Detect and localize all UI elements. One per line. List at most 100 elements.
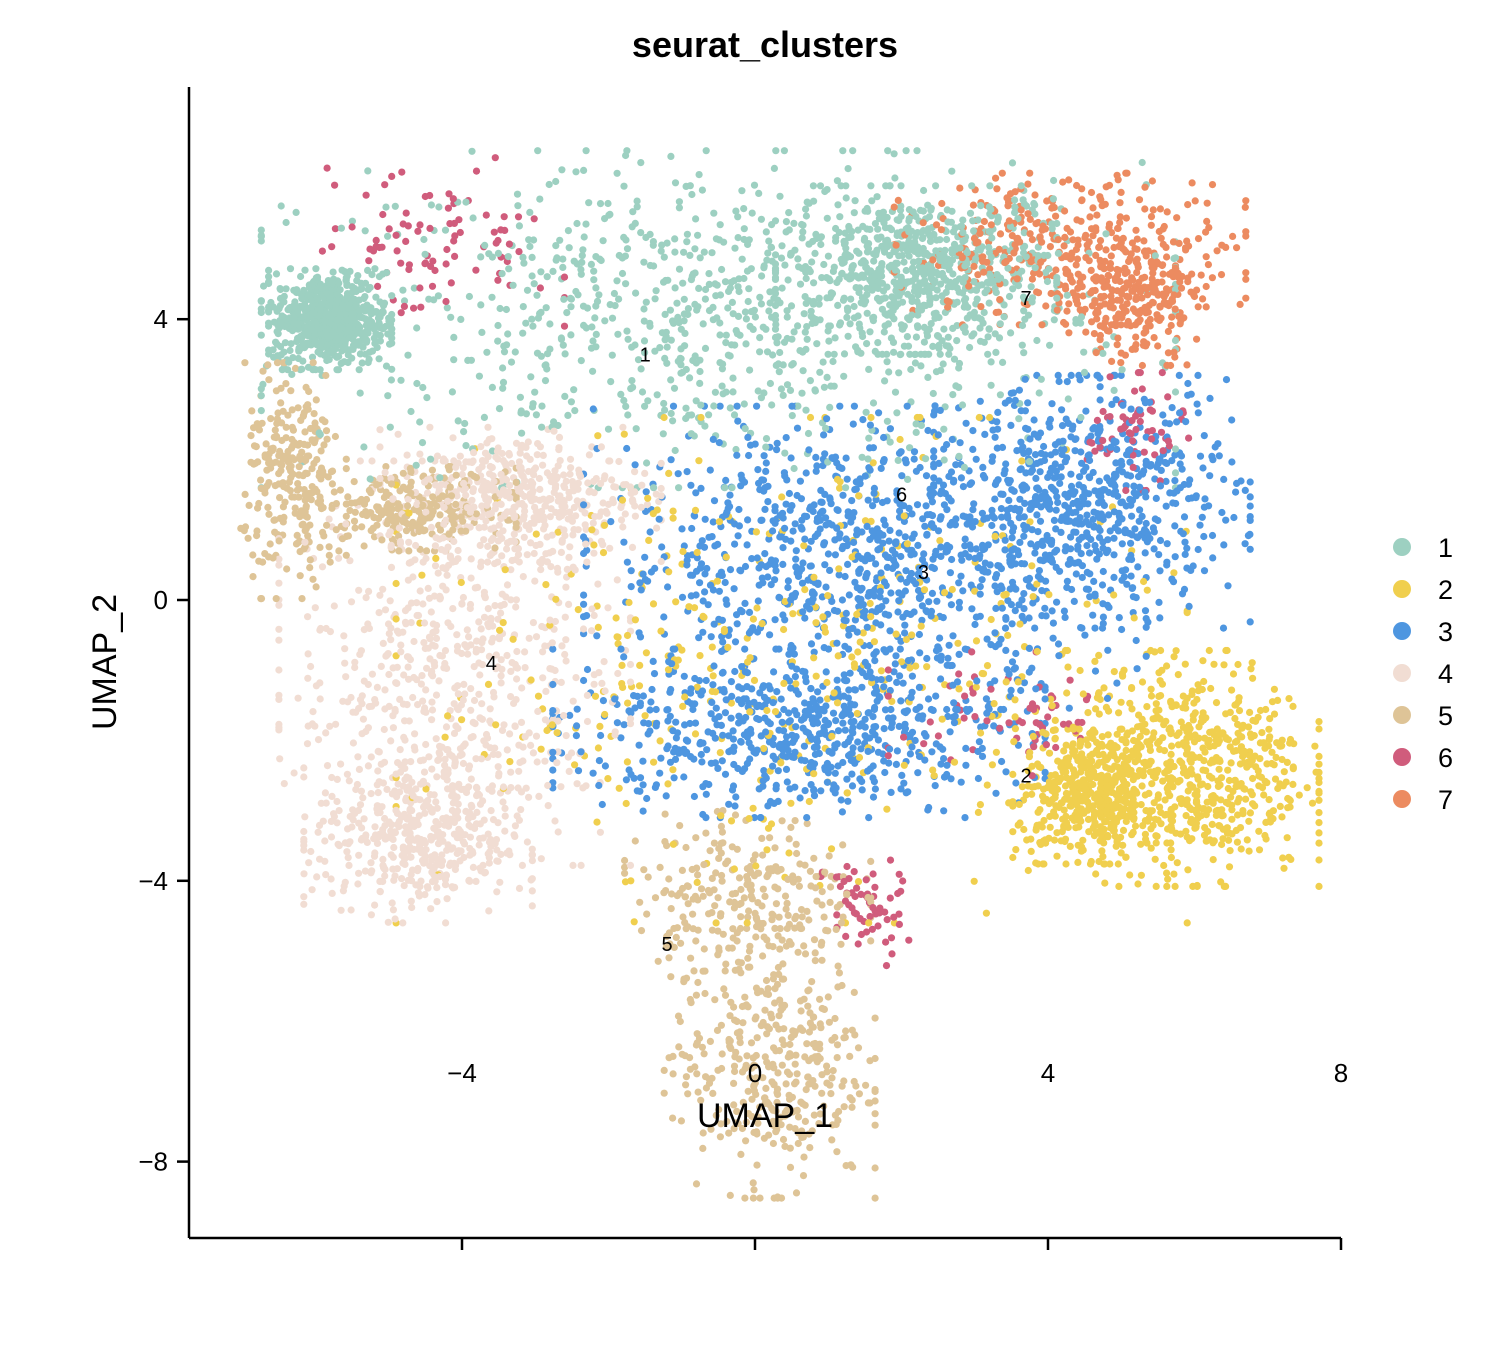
cluster-5-point — [835, 969, 844, 977]
cluster-1-point — [559, 255, 567, 263]
cluster-4-point — [465, 877, 473, 885]
cluster-3-point — [901, 621, 909, 629]
cluster-7-point — [1112, 314, 1120, 322]
cluster-1-point — [592, 284, 600, 292]
cluster-3-point — [710, 662, 718, 670]
cluster-2-point — [1117, 849, 1125, 857]
cluster-3-point — [680, 773, 688, 781]
cluster-3-point — [918, 616, 926, 624]
cluster-5-point — [773, 980, 782, 989]
cluster-1-point — [970, 278, 978, 286]
cluster-5-point — [786, 1123, 794, 1131]
cluster-3-point — [549, 645, 557, 653]
cluster-4-point — [419, 600, 427, 608]
cluster-1-point — [418, 439, 427, 447]
cluster-6-point — [328, 243, 336, 251]
cluster-3-point — [1128, 512, 1136, 520]
cluster-4-point — [484, 605, 492, 613]
cluster-1-point — [719, 360, 727, 368]
cluster-7-point — [1060, 318, 1068, 327]
cluster-2-point — [594, 623, 602, 632]
cluster-3-point — [1083, 542, 1091, 550]
cluster-3-point — [617, 734, 625, 742]
cluster-4-point — [357, 787, 365, 795]
cluster-3-point — [735, 712, 743, 720]
cluster-7-point — [1031, 191, 1039, 199]
cluster-4-point — [524, 467, 533, 476]
cluster-3-point — [839, 719, 847, 727]
cluster-1-point — [297, 272, 305, 281]
cluster-3-point — [1181, 550, 1189, 559]
cluster-3-point — [1215, 452, 1223, 460]
cluster-1-point — [742, 315, 751, 323]
cluster-3-point — [760, 452, 768, 460]
cluster-5-point — [331, 432, 339, 441]
cluster-3-point — [900, 517, 909, 526]
cluster-1-point — [885, 368, 893, 376]
cluster-5-point — [312, 583, 320, 591]
cluster-4-point — [368, 670, 376, 678]
cluster-7-point — [1208, 274, 1216, 282]
cluster-4-point — [300, 893, 308, 901]
cluster-4-point — [326, 722, 334, 730]
cluster-5-point — [428, 466, 436, 474]
cluster-1-point — [591, 314, 599, 322]
cluster-1-point — [675, 198, 684, 206]
cluster-3-point — [1057, 473, 1065, 481]
cluster-3-point — [796, 794, 804, 802]
cluster-1-point — [718, 382, 726, 390]
cluster-4-point — [404, 663, 412, 671]
cluster-7-point — [894, 196, 902, 204]
cluster-1-point — [992, 348, 1000, 356]
cluster-4-point — [427, 608, 435, 616]
cluster-5-point — [267, 415, 275, 423]
cluster-1-point — [858, 453, 866, 461]
cluster-6-point — [494, 276, 502, 284]
cluster-2-point — [1171, 882, 1179, 891]
cluster-4-point — [590, 671, 598, 679]
cluster-2-point — [1315, 829, 1323, 837]
cluster-1-point — [929, 389, 937, 398]
cluster-2-point — [1152, 832, 1160, 840]
cluster-6-point — [536, 284, 545, 292]
cluster-3-point — [583, 612, 591, 620]
cluster-3-point — [635, 741, 643, 749]
cluster-1-point — [743, 267, 752, 275]
cluster-2-point — [614, 640, 622, 648]
cluster-2-point — [1315, 856, 1323, 864]
cluster-3-point — [937, 760, 945, 768]
cluster-1-point — [567, 398, 576, 406]
cluster-5-point — [794, 1139, 802, 1148]
cluster-4-point — [300, 773, 308, 781]
cluster-4-point — [343, 848, 351, 856]
cluster-7-point — [1113, 341, 1121, 349]
cluster-4-point — [526, 455, 534, 463]
cluster-3-point — [779, 560, 787, 569]
cluster-3-point — [913, 501, 922, 509]
cluster-1-point — [365, 355, 373, 363]
cluster-3-point — [978, 752, 987, 761]
cluster-3-point — [1063, 378, 1071, 386]
cluster-3-point — [743, 759, 752, 768]
cluster-3-point — [649, 657, 657, 666]
cluster-2-point — [1147, 844, 1155, 852]
cluster-4-point — [452, 463, 460, 471]
cluster-2-point — [1194, 681, 1202, 689]
cluster-7-point — [1092, 251, 1100, 259]
cluster-4-point — [485, 907, 493, 915]
cluster-3-point — [871, 785, 880, 793]
cluster-3-point — [692, 591, 700, 599]
cluster-1-point — [545, 180, 553, 189]
cluster-5-point — [288, 406, 296, 414]
cluster-1-point — [530, 280, 538, 288]
cluster-5-point — [719, 930, 727, 938]
cluster-3-point — [839, 710, 847, 718]
cluster-2-point — [954, 639, 962, 647]
cluster-5-point — [715, 1106, 723, 1114]
cluster-4-point — [494, 615, 502, 623]
cluster-3-point — [664, 583, 672, 591]
cluster-1-point — [696, 379, 704, 387]
cluster-1-point — [447, 313, 455, 321]
cluster-3-point — [1228, 458, 1236, 466]
cluster-1-point — [952, 382, 960, 390]
